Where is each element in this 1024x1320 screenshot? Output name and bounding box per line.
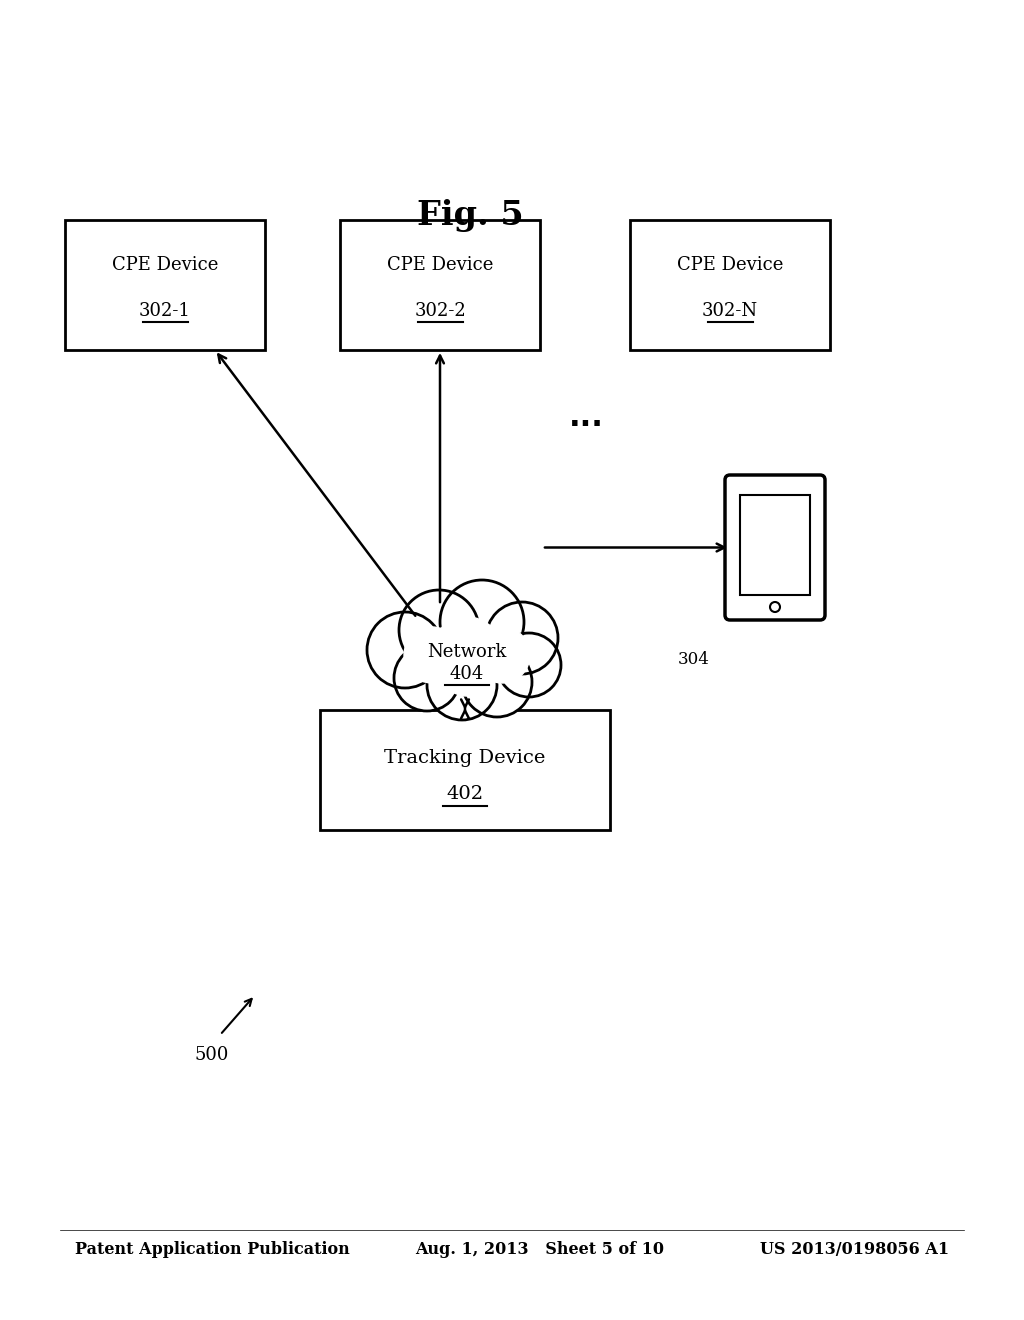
FancyBboxPatch shape	[340, 220, 540, 350]
Text: 404: 404	[450, 665, 484, 682]
Circle shape	[394, 645, 460, 711]
Text: 402: 402	[446, 785, 483, 803]
Circle shape	[399, 590, 479, 671]
FancyBboxPatch shape	[65, 220, 265, 350]
Text: 500: 500	[195, 1045, 229, 1064]
Circle shape	[404, 627, 460, 682]
Text: 302-2: 302-2	[414, 302, 466, 319]
Circle shape	[367, 612, 443, 688]
Circle shape	[427, 649, 497, 719]
Circle shape	[486, 602, 558, 675]
FancyBboxPatch shape	[630, 220, 830, 350]
Text: Tracking Device: Tracking Device	[384, 748, 546, 767]
Circle shape	[497, 634, 561, 697]
FancyBboxPatch shape	[740, 495, 810, 595]
Text: CPE Device: CPE Device	[677, 256, 783, 275]
Circle shape	[440, 579, 524, 664]
Circle shape	[432, 616, 502, 686]
Circle shape	[439, 640, 495, 696]
Text: ...: ...	[568, 404, 603, 433]
Text: CPE Device: CPE Device	[387, 256, 494, 275]
Text: CPE Device: CPE Device	[112, 256, 218, 275]
Text: Network: Network	[427, 643, 507, 661]
Text: 302-N: 302-N	[701, 302, 758, 319]
FancyBboxPatch shape	[725, 475, 825, 620]
Text: Patent Application Publication: Patent Application Publication	[75, 1242, 350, 1258]
Circle shape	[474, 627, 530, 682]
Text: 304: 304	[678, 652, 710, 668]
Text: Fig. 5: Fig. 5	[417, 198, 523, 231]
FancyBboxPatch shape	[319, 710, 610, 830]
Text: US 2013/0198056 A1: US 2013/0198056 A1	[760, 1242, 949, 1258]
Text: 302-1: 302-1	[139, 302, 190, 319]
Text: Aug. 1, 2013   Sheet 5 of 10: Aug. 1, 2013 Sheet 5 of 10	[415, 1242, 664, 1258]
Circle shape	[462, 647, 532, 717]
